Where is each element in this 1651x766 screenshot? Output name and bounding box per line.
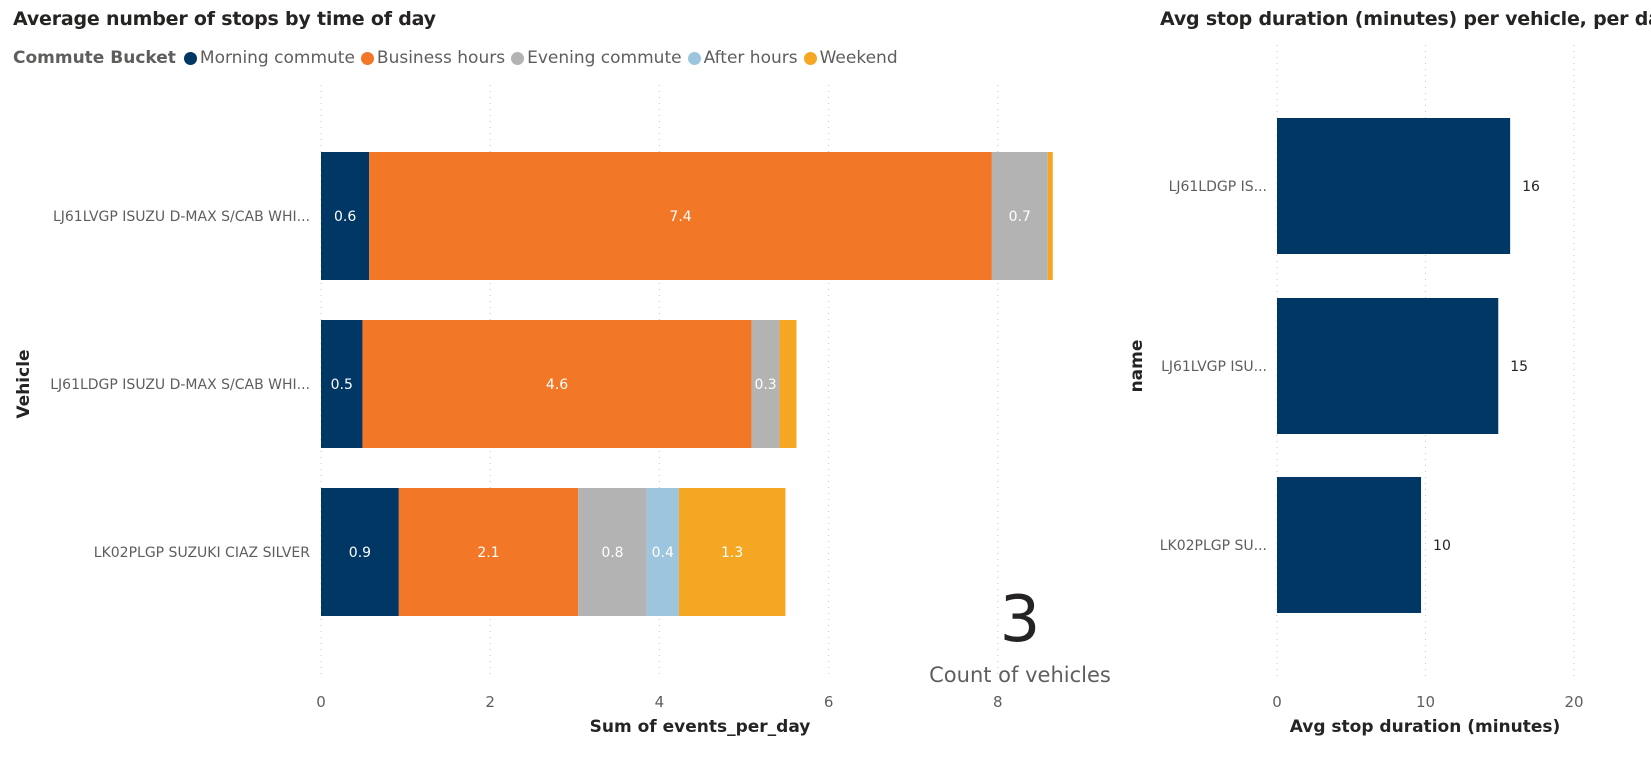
data-label: 10	[1433, 538, 1451, 554]
data-label: 15	[1510, 359, 1528, 375]
bar-segment	[362, 320, 752, 448]
x-tick-label: 0	[1272, 693, 1282, 711]
legend-label: Weekend	[819, 48, 898, 68]
data-label: 0.4	[652, 545, 674, 561]
data-label: 16	[1522, 179, 1540, 195]
legend-label: Evening commute	[527, 48, 682, 68]
legend-swatch	[360, 51, 374, 65]
legend-swatch	[183, 51, 197, 65]
data-label: 2.1	[477, 545, 499, 561]
x-tick-label: 10	[1416, 693, 1435, 711]
x-tick-label: 8	[993, 693, 1003, 711]
data-label: 7.4	[669, 209, 691, 225]
bar	[1277, 118, 1511, 254]
x-axis-title: Avg stop duration (minutes)	[1290, 717, 1561, 737]
legend-label: After hours	[703, 48, 798, 68]
x-axis-title: Sum of events_per_day	[590, 717, 811, 737]
data-label: 0.8	[601, 545, 623, 561]
data-label: 1.3	[721, 545, 743, 561]
legend-item[interactable]: After hours	[687, 48, 798, 68]
y-axis-title: Vehicle	[14, 349, 34, 418]
data-label: 0.6	[334, 209, 356, 225]
data-label: 0.7	[1009, 209, 1031, 225]
data-label: 0.9	[349, 545, 371, 561]
y-tick-label: LJ61LDGP IS...	[1169, 179, 1267, 195]
legend-swatch	[687, 51, 701, 65]
legend-swatch	[511, 51, 525, 65]
bar	[1277, 298, 1499, 434]
x-tick-label: 2	[485, 693, 495, 711]
bar-segment	[646, 488, 679, 616]
bar-segment	[369, 152, 992, 280]
y-tick-label: LJ61LVGP ISU...	[1161, 359, 1267, 375]
x-tick-label: 4	[655, 693, 665, 711]
x-tick-label: 6	[824, 693, 834, 711]
x-tick-label: 0	[316, 693, 326, 711]
legend-item[interactable]: Weekend	[803, 48, 898, 68]
bar-segment	[1047, 152, 1053, 280]
y-tick-label: LJ61LDGP ISUZU D-MAX S/CAB WHI...	[50, 377, 310, 393]
bar-segment	[321, 488, 399, 616]
legend-label: Business hours	[376, 48, 506, 68]
data-label: 0.3	[754, 377, 776, 393]
bar-segment	[678, 488, 786, 616]
legend-swatch	[803, 51, 817, 65]
y-tick-label: LK02PLGP SU...	[1160, 538, 1267, 554]
card-value: 3	[999, 583, 1041, 657]
data-label: 0.5	[331, 377, 353, 393]
legend-title: Commute Bucket	[13, 48, 176, 68]
x-tick-label: 20	[1564, 693, 1583, 711]
bar-segment	[991, 152, 1048, 280]
left-chart-title: Average number of stops by time of day	[13, 8, 436, 30]
y-tick-label: LK02PLGP SUZUKI CIAZ SILVER	[94, 545, 310, 561]
bar-segment	[398, 488, 579, 616]
card-label: Count of vehicles	[929, 663, 1111, 687]
bar-segment	[578, 488, 647, 616]
data-label: 4.6	[546, 377, 568, 393]
legend-label: Morning commute	[199, 48, 355, 68]
bar	[1277, 477, 1422, 613]
bar-segment	[321, 152, 370, 280]
bar-segment	[779, 320, 797, 448]
legend-item[interactable]: Evening commute	[511, 48, 682, 68]
y-tick-label: LJ61LVGP ISUZU D-MAX S/CAB WHI...	[53, 209, 310, 225]
legend-item[interactable]: Morning commute	[183, 48, 355, 68]
bar-segment	[751, 320, 780, 448]
bar-segment	[321, 320, 363, 448]
count-card: 3 Count of vehicles	[900, 585, 1140, 687]
legend: Commute Bucket Morning commute Business h…	[13, 48, 904, 68]
right-chart-title: Avg stop duration (minutes) per vehicle,…	[1160, 8, 1651, 30]
legend-item[interactable]: Business hours	[360, 48, 506, 68]
y-axis-title: name	[1127, 340, 1147, 393]
